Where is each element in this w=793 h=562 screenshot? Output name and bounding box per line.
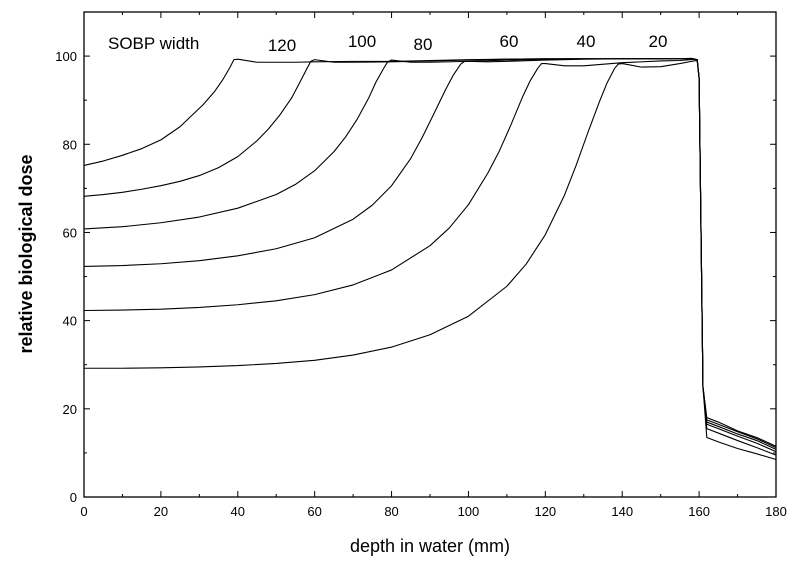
plot-frame: [83, 11, 777, 498]
x-tick-label: 20: [154, 504, 168, 519]
x-tick-label: 40: [231, 504, 245, 519]
y-axis-ticks: 0 20 40 60 80 100: [55, 11, 776, 505]
dose-curve-1: [83, 57, 777, 447]
y-tick-label: 100: [55, 49, 77, 64]
sobp-width-label: 100: [348, 32, 376, 51]
y-tick-label: 40: [63, 314, 77, 329]
sobp-width-title: SOBP width: [108, 34, 199, 53]
y-tick-label: 0: [70, 490, 77, 505]
x-tick-label: 180: [765, 504, 787, 519]
sobp-width-label: 60: [500, 32, 519, 51]
x-tick-label: 80: [384, 504, 398, 519]
sobp-width-label: 120: [268, 36, 296, 55]
x-tick-label: 140: [611, 504, 633, 519]
dose-curve-3: [83, 58, 777, 450]
sobp-width-annotations: SOBP width 120 100 80 60 40 20: [108, 32, 667, 55]
y-tick-label: 20: [63, 402, 77, 417]
x-tick-label: 100: [458, 504, 480, 519]
y-tick-label: 60: [63, 225, 77, 240]
y-tick-label: 80: [63, 137, 77, 152]
sobp-width-label: 80: [414, 35, 433, 54]
sobp-width-label: 20: [649, 32, 668, 51]
dose-curve-2: [83, 58, 777, 449]
dose-curve-4: [83, 58, 777, 453]
x-tick-label: 120: [534, 504, 556, 519]
dose-curve-6: [84, 59, 777, 461]
y-axis-title: relative biological dose: [16, 154, 36, 353]
sobp-width-label: 40: [577, 32, 596, 51]
x-tick-label: 160: [688, 504, 710, 519]
x-axis-title: depth in water (mm): [350, 536, 510, 556]
x-axis-ticks: 0 20 40 60 80 100 120 140 160 180: [80, 12, 787, 519]
x-tick-label: 0: [80, 504, 87, 519]
dose-curves: [83, 57, 777, 461]
x-tick-label: 60: [307, 504, 321, 519]
